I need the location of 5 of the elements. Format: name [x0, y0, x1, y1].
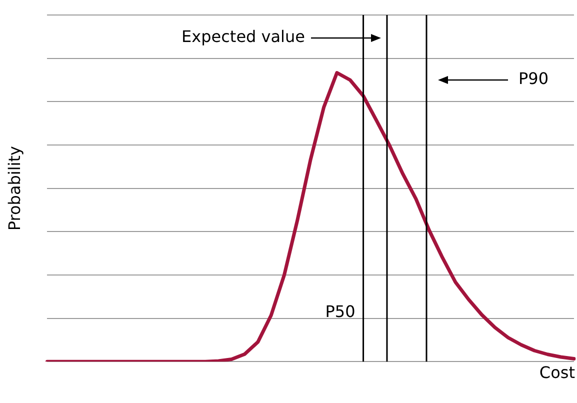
annotation: P50	[325, 302, 356, 322]
annotation: P90	[518, 69, 549, 88]
y-axis-title: Probability	[4, 146, 24, 231]
text: Expected value	[182, 27, 305, 46]
x-axis-title: Cost	[539, 362, 575, 382]
